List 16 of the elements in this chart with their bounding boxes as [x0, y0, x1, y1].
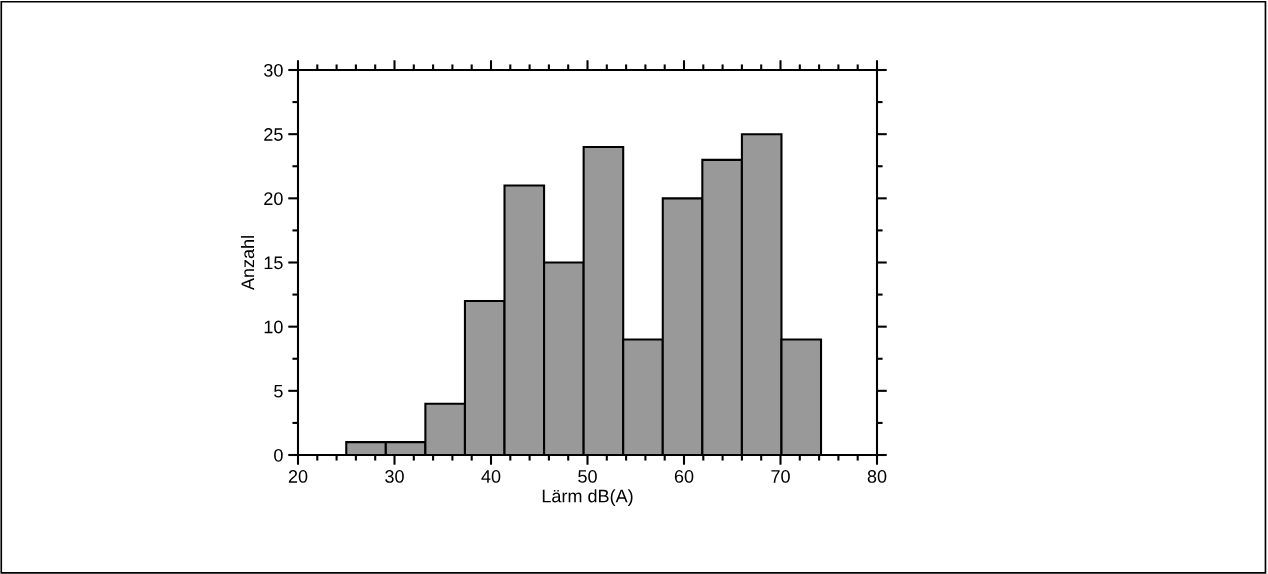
x-tick-label: 70 [771, 470, 790, 483]
x-tick-label: 40 [481, 470, 501, 483]
y-axis-title: Anzahl [240, 236, 255, 291]
y-tick-label: 30 [264, 63, 283, 77]
y-tick-label: 20 [264, 192, 283, 206]
y-tick-label: 15 [264, 256, 283, 270]
x-tick-label: 20 [288, 470, 308, 483]
x-tick-label: 60 [674, 470, 694, 483]
x-tick-label: 50 [578, 470, 597, 483]
x-axis-title: Lärm dB(A) [542, 489, 633, 507]
y-tick-label: 0 [274, 448, 283, 462]
x-tick-label: 80 [867, 470, 887, 483]
x-tick-label: 30 [385, 470, 404, 483]
y-tick-label: 5 [274, 384, 283, 398]
y-tick-label: 25 [264, 128, 283, 141]
y-tick-label: 10 [264, 320, 283, 334]
